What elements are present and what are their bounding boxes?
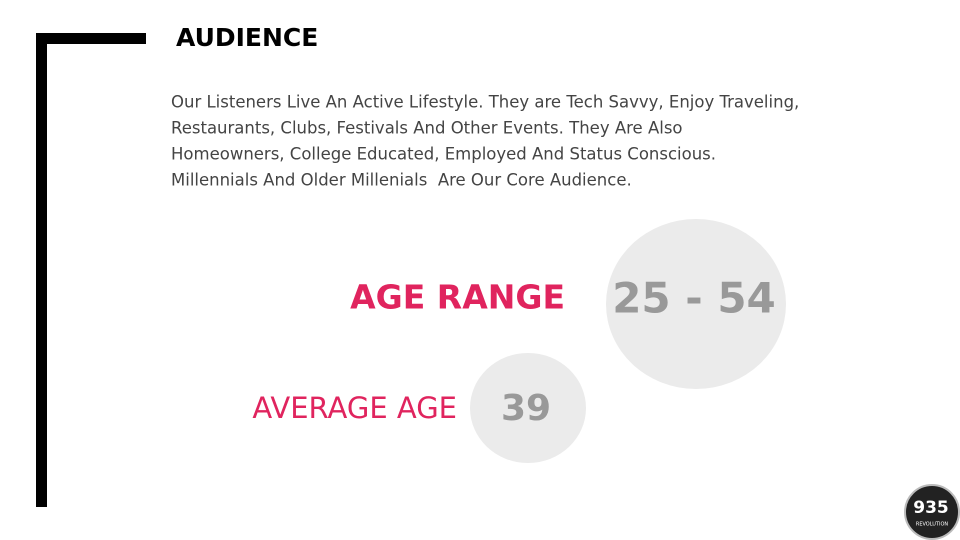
logo — [904, 484, 960, 540]
body-line: Homeowners, College Educated, Employed A… — [171, 145, 716, 164]
body-line: Millennials And Older Millenials Are Our… — [171, 171, 632, 190]
title: AUDIENCE — [176, 23, 318, 52]
average-value: 39 — [501, 388, 551, 429]
bracket-horizontal — [36, 33, 146, 44]
range-circle — [606, 219, 786, 389]
logo-tagline: REVOLUTION — [916, 522, 949, 528]
range-value: 25 - 54 — [612, 274, 776, 323]
body-line: Restaurants, Clubs, Festivals And Other … — [171, 119, 683, 138]
bracket-vertical — [36, 33, 47, 507]
range-label: AGE RANGE — [350, 278, 565, 317]
body-text: Our Listeners Live An Active Lifestyle. … — [171, 93, 799, 190]
body-line: Our Listeners Live An Active Lifestyle. … — [171, 93, 799, 112]
average-label: AVERAGE AGE — [252, 391, 457, 425]
logo-number: 935 — [913, 498, 949, 518]
average-circle — [470, 353, 586, 463]
